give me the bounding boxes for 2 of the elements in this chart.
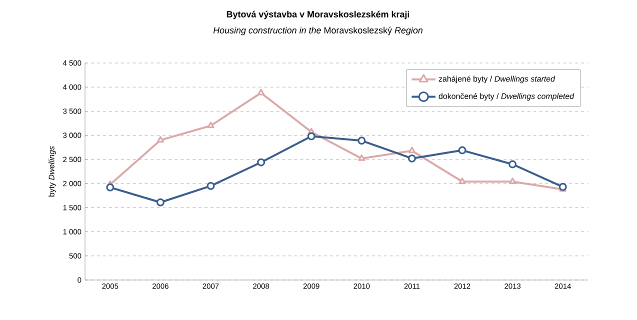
- chart-title: Bytová výstavba v Moravskoslezském kraji: [226, 10, 410, 20]
- chart-subtitle: Housing construction in the Moravskoslezský Region: [213, 26, 422, 36]
